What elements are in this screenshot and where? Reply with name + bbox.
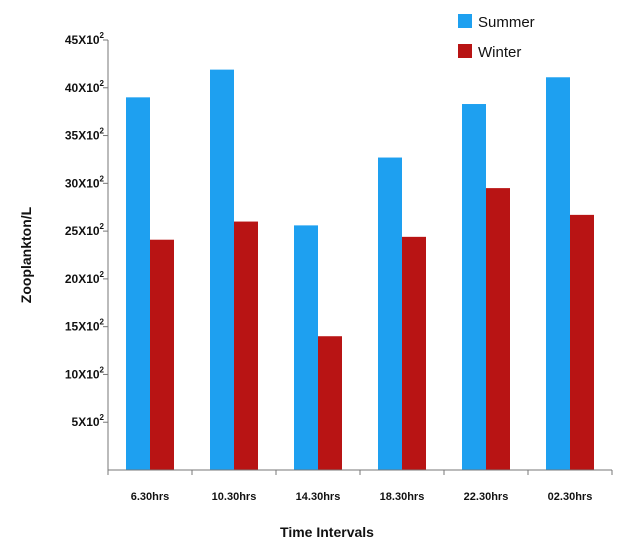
bar-winter-3	[402, 236, 426, 470]
legend-swatch-summer	[458, 14, 472, 28]
bar-winter-5	[570, 214, 594, 470]
x-tick-label: 14.30hrs	[296, 491, 341, 503]
bar-summer-0	[126, 97, 150, 470]
legend-swatch-winter	[458, 44, 472, 58]
x-axis-ticks: 6.30hrs 10.30hrs 14.30hrs 18.30hrs 22.30hrs 0…	[107, 470, 613, 503]
bar-winter-1	[234, 221, 258, 470]
y-tick-label: 15X102	[65, 318, 105, 334]
y-axis-ticks: 5X102 10X102 15X102 20X102 25X102 30X102 35X10…	[65, 31, 108, 429]
bar-winter-4	[486, 188, 510, 470]
y-tick-label: 25X102	[65, 222, 105, 238]
x-tick-label: 02.30hrs	[548, 491, 593, 503]
bar-winter-2	[318, 336, 342, 470]
y-tick-label: 40X102	[65, 79, 105, 95]
x-tick-label: 10.30hrs	[212, 491, 257, 503]
legend-label-summer: Summer	[478, 14, 535, 31]
bar-summer-1	[210, 69, 234, 470]
y-tick-label: 20X102	[65, 270, 105, 286]
bar-winter-0	[150, 239, 174, 470]
x-axis-title: Time Intervals	[280, 524, 374, 540]
plot-area	[126, 69, 594, 471]
bar-summer-5	[546, 77, 570, 471]
y-tick-label: 35X102	[65, 127, 105, 143]
legend-label-winter: Winter	[478, 44, 521, 61]
y-axis-title: Zooplankton/L	[18, 206, 34, 303]
x-tick-label: 22.30hrs	[464, 491, 509, 503]
bar-summer-3	[378, 157, 402, 471]
y-tick-label: 5X102	[72, 413, 105, 429]
x-tick-label: 6.30hrs	[131, 491, 170, 503]
legend: Summer Winter	[458, 14, 535, 61]
bar-summer-2	[294, 225, 318, 470]
y-tick-label: 45X102	[65, 31, 105, 47]
y-tick-label: 30X102	[65, 174, 105, 190]
x-tick-label: 18.30hrs	[380, 491, 425, 503]
y-tick-label: 10X102	[65, 365, 105, 381]
bar-summer-4	[462, 104, 486, 471]
